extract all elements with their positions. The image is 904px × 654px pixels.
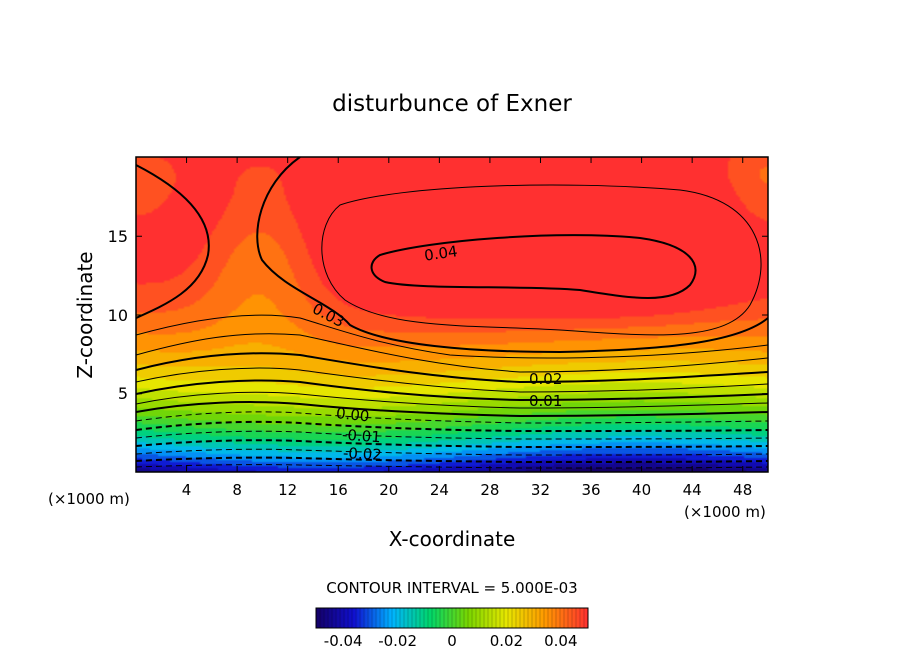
x-tick-32: 32 <box>531 481 550 499</box>
x-axis: 4 8 12 16 20 24 28 32 36 40 44 48 <box>182 157 752 499</box>
contour-label-0.00: 0.00 <box>335 404 370 425</box>
contour-label-0.02: 0.02 <box>529 370 562 388</box>
x-unit-right: (×1000 m) <box>684 503 766 521</box>
colorbar-ticks: -0.04 -0.02 0 0.02 0.04 <box>324 632 578 650</box>
contour-neg-0.01 <box>136 420 768 433</box>
colorbar-tick--0.04: -0.04 <box>324 632 363 650</box>
x-tick-24: 24 <box>430 481 449 499</box>
x-tick-36: 36 <box>581 481 600 499</box>
contour-0.02 <box>136 352 768 384</box>
contour-neg-0.005 <box>136 411 768 424</box>
contour-neg-0.02 <box>136 439 768 449</box>
contour-0.035-left <box>136 164 210 319</box>
y-axis: 5 10 15 <box>108 227 768 403</box>
colorbar-tick--0.02: -0.02 <box>378 632 417 650</box>
y-tick-5: 5 <box>118 384 128 403</box>
chart-title: disturbunce of Exner <box>332 91 572 117</box>
colorbar <box>315 607 589 629</box>
contour-0.01 <box>136 379 768 402</box>
x-tick-40: 40 <box>632 481 651 499</box>
contour-neg-0.025 <box>136 448 768 456</box>
x-axis-label: X-coordinate <box>389 527 516 551</box>
contour-label-neg-0.02: -0.02 <box>343 444 383 464</box>
contour-0.00 <box>136 401 768 418</box>
x-tick-48: 48 <box>733 481 752 499</box>
x-tick-28: 28 <box>480 481 499 499</box>
contour-field <box>136 157 768 472</box>
contour-0.025 <box>136 333 768 373</box>
colorbar-tick-0.02: 0.02 <box>490 632 523 650</box>
colorbar-tick-0.04: 0.04 <box>544 632 577 650</box>
contour-0.005 <box>136 391 768 409</box>
contour-neg-0.035 <box>136 464 768 469</box>
contour-0.03 <box>136 314 768 359</box>
contour-0.015 <box>136 367 768 393</box>
contour-label-neg-0.01: -0.01 <box>341 426 381 447</box>
y-tick-15: 15 <box>108 227 128 246</box>
contour-interval: CONTOUR INTERVAL = 5.000E-03 <box>326 579 577 597</box>
contour-0.04 <box>321 184 762 336</box>
x-tick-16: 16 <box>329 481 348 499</box>
contour-0.045 <box>370 234 697 299</box>
contour-0.035-mid <box>256 157 768 354</box>
contour-neg-0.015 <box>136 430 768 440</box>
y-tick-10: 10 <box>108 306 128 325</box>
contour-neg-0.03 <box>136 456 768 464</box>
x-tick-12: 12 <box>278 481 297 499</box>
y-axis-label: Z-coordinate <box>73 251 97 378</box>
contour-label-0.01: 0.01 <box>529 392 562 410</box>
contour-label-0.04: 0.04 <box>423 242 459 264</box>
x-tick-4: 4 <box>182 481 192 499</box>
x-tick-44: 44 <box>683 481 702 499</box>
colorbar-tick-0: 0 <box>447 632 457 650</box>
x-tick-20: 20 <box>379 481 398 499</box>
contour-lines <box>136 157 768 469</box>
x-tick-8: 8 <box>232 481 242 499</box>
x-unit-left: (×1000 m) <box>48 490 130 508</box>
